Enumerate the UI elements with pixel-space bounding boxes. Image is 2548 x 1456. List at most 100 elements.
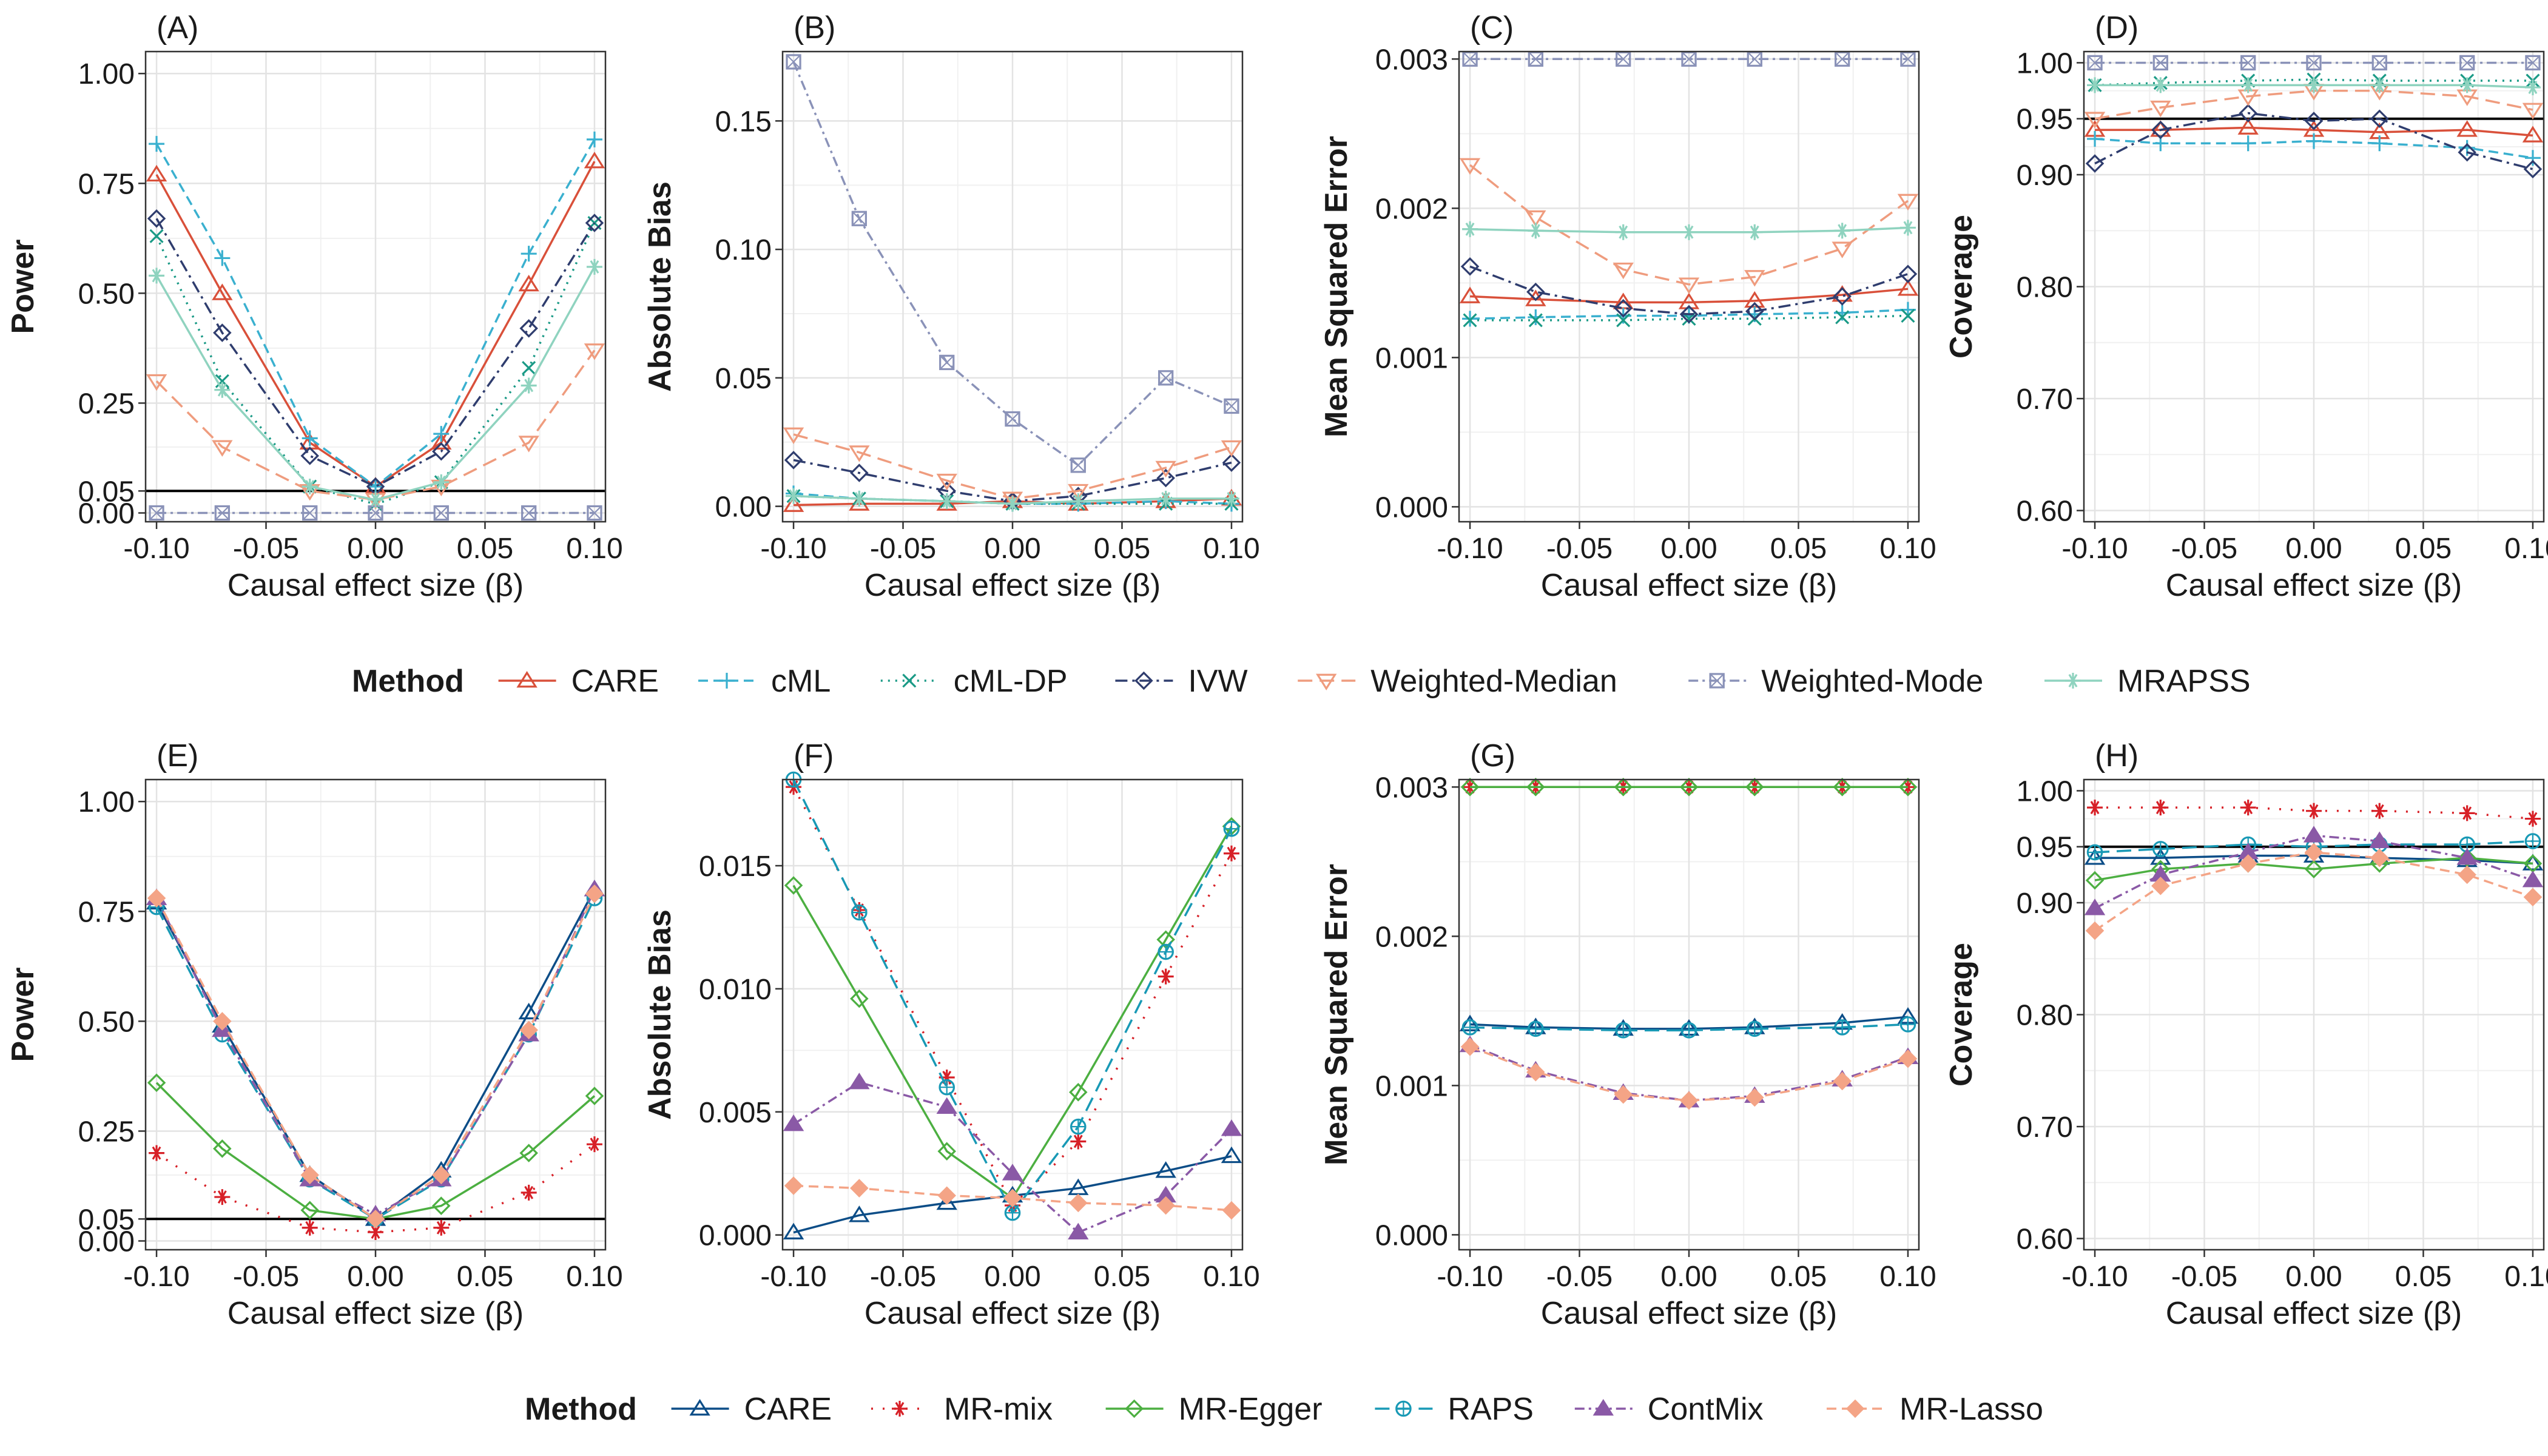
series-ivw: [147, 209, 604, 496]
data-point: [521, 246, 537, 262]
data-point: [584, 343, 605, 360]
x-tick-label: -0.05: [870, 1261, 936, 1293]
x-tick-label: 0.05: [2395, 533, 2452, 565]
data-point: [939, 354, 955, 371]
x-tick-label: -0.10: [2061, 1261, 2128, 1293]
data-point: [851, 211, 867, 226]
data-point: [586, 258, 602, 275]
data-point: [431, 433, 452, 450]
data-point: [432, 442, 451, 461]
data-point: [1155, 460, 1176, 478]
data-point: [2458, 143, 2476, 162]
data-point: [1002, 491, 1023, 508]
y-tick-label: 1.00: [78, 58, 135, 90]
data-point: [2525, 55, 2541, 71]
data-point: [1224, 398, 1239, 414]
x-tick-label: 0.10: [1879, 1261, 1936, 1293]
data-point: [300, 447, 319, 465]
x-tick-label: -0.10: [2061, 533, 2128, 565]
legend-label: CARE: [744, 1392, 832, 1427]
data-point: [2085, 921, 2105, 940]
panel-a: 0.000.050.250.500.751.00-0.10 -0.05 0.00 0.…: [5, 10, 623, 603]
data-point: [1070, 493, 1087, 510]
legend-label: MR-Lasso: [1899, 1392, 2043, 1427]
data-point: [1744, 270, 1765, 287]
data-point: [1832, 241, 1853, 258]
data-point: [518, 1002, 539, 1020]
x-tick-label: 0.00: [2285, 1261, 2342, 1293]
data-point: [1068, 484, 1089, 501]
data-point: [368, 491, 383, 508]
data-point: [1223, 845, 1239, 861]
y-tick-label: 0.70: [2017, 1111, 2073, 1144]
data-point: [2087, 77, 2103, 93]
legend-label: cML: [771, 664, 831, 699]
data-point: [2456, 120, 2478, 137]
y-tick-label: 0.05: [78, 476, 135, 508]
legend-entry-raps: RAPS: [1375, 1392, 1534, 1427]
x-axis-title: Causal effect size (β): [2166, 568, 2462, 603]
data-point: [1223, 820, 1240, 837]
data-point: [2458, 865, 2476, 885]
data-point: [587, 505, 602, 521]
data-point: [2152, 800, 2169, 816]
legend-marker: [689, 1398, 710, 1416]
panels: 0.000.050.250.500.751.00-0.10 -0.05 0.00 0.…: [5, 10, 2548, 1331]
y-tick-label: 1.00: [2017, 775, 2073, 807]
data-point: [149, 268, 165, 284]
data-point: [1898, 265, 1918, 283]
data-point: [2524, 150, 2541, 166]
panel-g: 0.000 0.001 0.002 0.003 -0.10 -0.05 0.00 0.05 0.…: [1319, 738, 1936, 1331]
data-point: [1156, 1196, 1175, 1215]
data-point: [522, 360, 536, 376]
panel-label: (G): [1470, 738, 1515, 774]
series-ivw: [2085, 104, 2543, 179]
y-tick-label: 0.90: [2017, 888, 2073, 920]
data-point: [2085, 871, 2105, 890]
data-point: [783, 495, 804, 512]
data-point: [147, 1073, 166, 1093]
legend-label: RAPS: [1448, 1392, 1534, 1427]
data-point: [2523, 888, 2543, 907]
data-point: [1070, 1133, 1087, 1150]
x-tick-label: -0.05: [2171, 1261, 2237, 1293]
data-point: [1898, 778, 1918, 797]
data-point: [1897, 194, 1919, 211]
x-tick-label: -0.10: [760, 1261, 826, 1293]
data-point: [784, 1176, 803, 1195]
series-mr-lasso: [2085, 843, 2543, 940]
data-point: [2524, 811, 2541, 827]
x-tick-label: 0.10: [2504, 533, 2548, 565]
x-tick-label: 0.00: [347, 533, 403, 565]
data-point: [1898, 1049, 1918, 1068]
y-tick-label: 0.003: [1375, 44, 1448, 76]
data-point: [586, 1136, 602, 1153]
legend-entry-mr-egger: MR-Egger: [1105, 1392, 1323, 1427]
data-point: [1221, 440, 1242, 457]
data-point: [850, 989, 869, 1008]
data-point: [302, 430, 318, 447]
data-point: [433, 474, 450, 490]
data-point: [519, 1020, 538, 1040]
panel-label: (C): [1470, 10, 1514, 46]
data-point: [2087, 800, 2103, 816]
data-point: [1833, 778, 1852, 797]
series-contmix: [2084, 826, 2544, 915]
data-point: [1158, 943, 1174, 960]
x-tick-label: 0.05: [457, 1261, 513, 1293]
panel-f: 0.000 0.005 0.010 0.015 -0.10 -0.05 0.00 0.05 0.…: [642, 738, 1260, 1331]
series-mrapss: [2087, 77, 2541, 96]
x-tick-label: 0.10: [566, 1261, 622, 1293]
data-point: [2087, 55, 2103, 71]
data-point: [2151, 120, 2170, 140]
legend-label: Weighted-Mode: [1761, 664, 1983, 699]
legend-label: cML-DP: [954, 664, 1068, 699]
data-point: [1221, 1146, 1242, 1164]
data-point: [1897, 279, 1919, 296]
data-point: [1679, 778, 1699, 797]
y-tick-label: 0.90: [2017, 160, 2073, 192]
data-point: [851, 904, 868, 921]
data-point: [936, 473, 957, 491]
data-point: [584, 152, 605, 169]
